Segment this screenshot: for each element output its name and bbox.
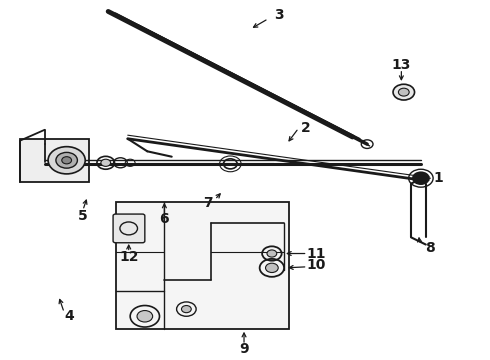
Text: 6: 6 <box>160 212 169 226</box>
Circle shape <box>62 157 72 164</box>
Circle shape <box>48 147 85 174</box>
Text: 3: 3 <box>274 8 284 22</box>
Bar <box>20 139 89 182</box>
Text: 4: 4 <box>64 309 74 323</box>
Circle shape <box>413 172 429 184</box>
Circle shape <box>266 263 278 273</box>
Text: 13: 13 <box>392 58 411 72</box>
Text: 5: 5 <box>78 209 88 223</box>
Text: 9: 9 <box>239 342 249 356</box>
Bar <box>116 202 289 329</box>
Circle shape <box>56 152 77 168</box>
Text: 7: 7 <box>203 196 213 210</box>
Circle shape <box>267 250 277 257</box>
FancyBboxPatch shape <box>113 214 145 243</box>
Circle shape <box>101 159 111 166</box>
Circle shape <box>398 88 409 96</box>
Text: 2: 2 <box>301 121 311 135</box>
Text: 8: 8 <box>425 241 435 255</box>
Text: 12: 12 <box>119 250 139 264</box>
Circle shape <box>137 311 153 322</box>
Circle shape <box>181 306 191 313</box>
Circle shape <box>393 84 415 100</box>
Text: 11: 11 <box>306 247 325 261</box>
Text: 1: 1 <box>433 171 443 185</box>
Text: 10: 10 <box>306 258 325 272</box>
